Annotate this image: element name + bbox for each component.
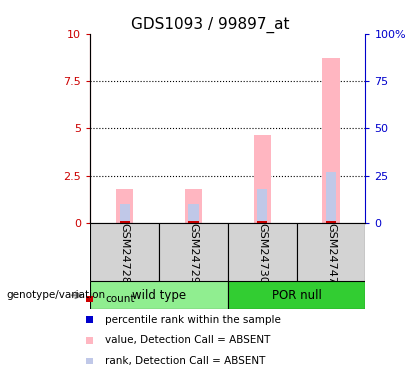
Text: GSM24747: GSM24747 bbox=[326, 223, 336, 284]
Bar bbox=[185, 189, 202, 223]
Text: percentile rank within the sample: percentile rank within the sample bbox=[105, 315, 281, 325]
Text: wild type: wild type bbox=[132, 289, 186, 302]
Bar bbox=[86, 296, 93, 302]
Bar bbox=[257, 189, 268, 223]
Bar bbox=[120, 221, 130, 223]
Bar bbox=[323, 58, 340, 223]
Bar bbox=[120, 204, 130, 223]
Text: GSM24729: GSM24729 bbox=[189, 223, 199, 284]
Bar bbox=[116, 189, 133, 223]
Text: POR null: POR null bbox=[272, 289, 322, 302]
Bar bbox=[159, 223, 228, 281]
Text: GSM24730: GSM24730 bbox=[257, 223, 267, 284]
Bar bbox=[297, 223, 365, 281]
Bar bbox=[326, 221, 336, 223]
Bar bbox=[90, 223, 159, 281]
Text: value, Detection Call = ABSENT: value, Detection Call = ABSENT bbox=[105, 335, 270, 345]
Bar bbox=[188, 221, 199, 223]
Text: genotype/variation: genotype/variation bbox=[6, 290, 105, 300]
Bar bbox=[228, 281, 365, 309]
Bar bbox=[326, 172, 336, 223]
Text: count: count bbox=[105, 294, 134, 304]
Bar bbox=[228, 223, 297, 281]
Text: GSM24728: GSM24728 bbox=[120, 223, 130, 284]
Text: rank, Detection Call = ABSENT: rank, Detection Call = ABSENT bbox=[105, 356, 265, 366]
Bar bbox=[86, 316, 93, 323]
Text: GDS1093 / 99897_at: GDS1093 / 99897_at bbox=[131, 17, 289, 33]
Bar bbox=[86, 337, 93, 344]
Bar bbox=[90, 281, 228, 309]
Bar bbox=[86, 358, 93, 364]
Bar bbox=[257, 221, 268, 223]
Bar bbox=[254, 135, 271, 223]
Bar bbox=[188, 204, 199, 223]
